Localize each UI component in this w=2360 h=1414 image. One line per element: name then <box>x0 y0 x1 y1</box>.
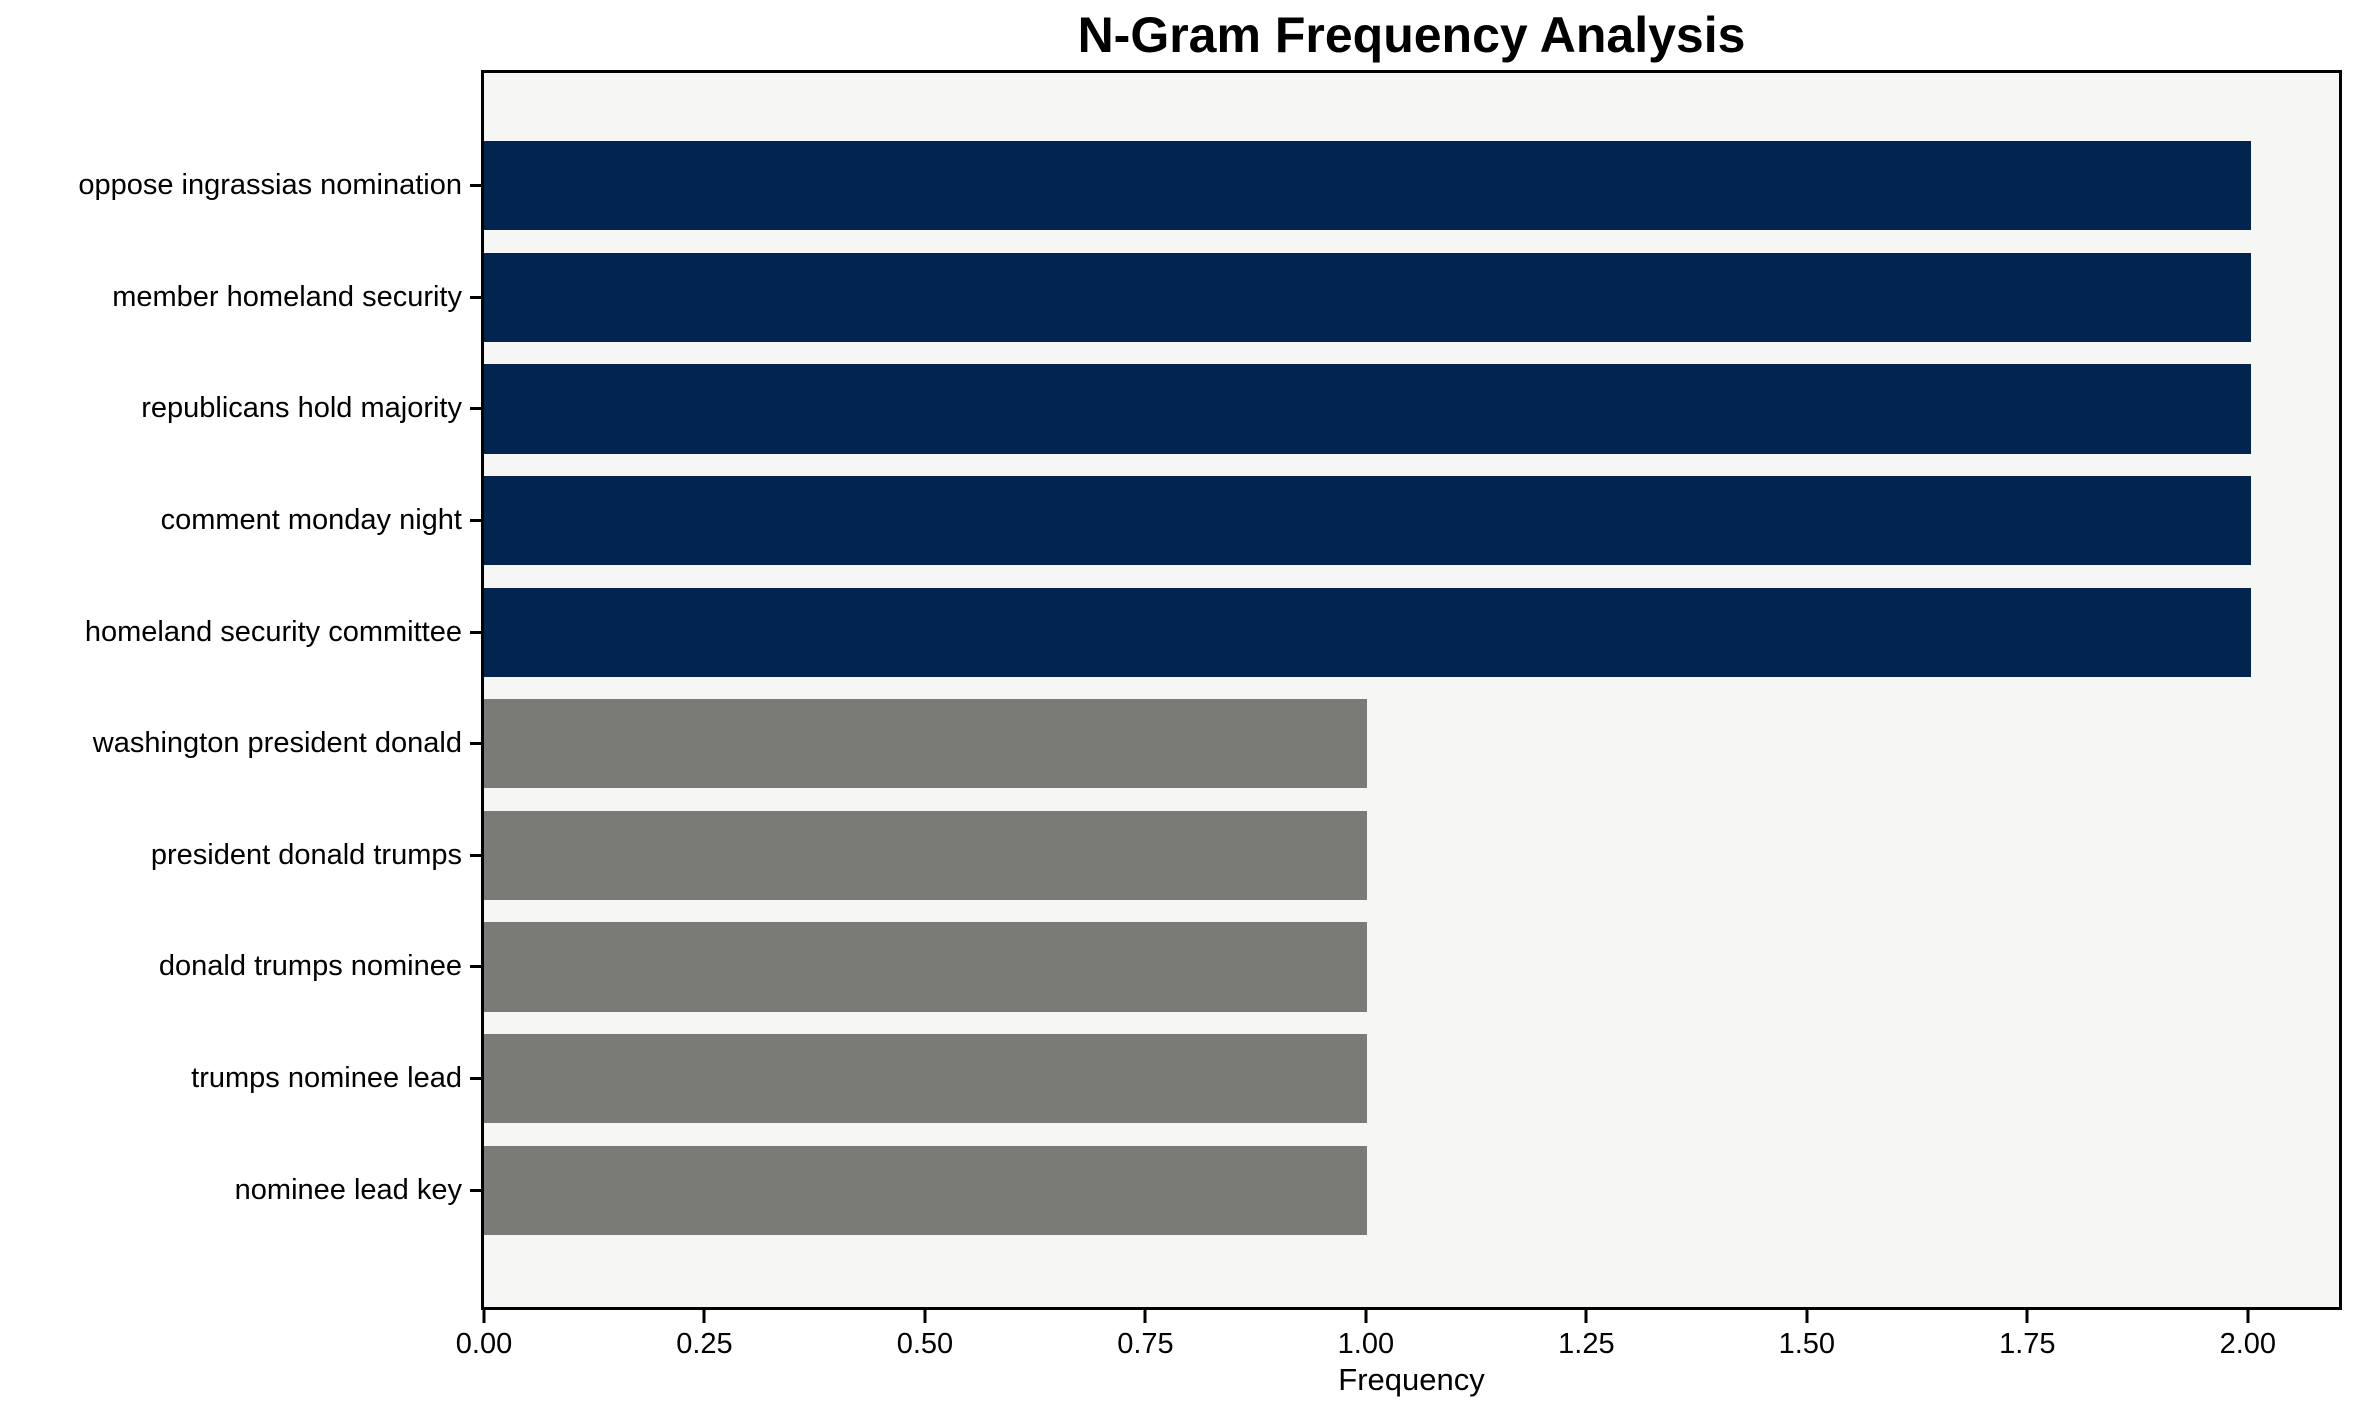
x-tick-mark <box>482 1310 486 1323</box>
x-tick-mark <box>1805 1310 1809 1323</box>
x-axis-ticks: 0.00 0.25 0.50 0.75 1.00 1.25 1.50 1.75 2.00 <box>456 1310 2336 1370</box>
y-label-row: donald trumps nominee <box>0 911 481 1023</box>
y-tick-mark <box>470 519 481 523</box>
bar-row <box>484 911 2339 1023</box>
y-label-row: oppose ingrassias nomination <box>0 130 481 242</box>
y-tick-label: oppose ingrassias nomination <box>78 169 462 202</box>
y-tick-mark <box>470 965 481 969</box>
y-tick-mark <box>470 1188 481 1192</box>
y-tick-label: donald trumps nominee <box>158 950 462 983</box>
y-tick-label: homeland security committee <box>84 615 462 648</box>
bar <box>484 475 2251 566</box>
y-label-row: nominee lead key <box>0 1134 481 1246</box>
x-tick-label: 0.25 <box>676 1328 733 1360</box>
bar-row <box>484 353 2339 465</box>
chart-title: N-Gram Frequency Analysis <box>1077 7 1746 63</box>
bar-row <box>484 576 2339 688</box>
bar <box>484 141 2251 231</box>
y-axis-labels: oppose ingrassias nomination member homel… <box>0 73 481 1307</box>
bar <box>484 587 2251 677</box>
bar <box>484 364 2251 454</box>
x-tick-label: 1.25 <box>1558 1328 1615 1360</box>
y-tick-mark <box>470 630 481 634</box>
y-tick-label: trumps nominee lead <box>191 1062 462 1095</box>
bar <box>484 810 1368 900</box>
x-tick-mark <box>923 1310 927 1323</box>
y-tick-label: president donald trumps <box>150 838 462 871</box>
bar-row <box>484 130 2339 242</box>
y-tick-label: member homeland security <box>112 280 462 313</box>
x-tick-label: 0.50 <box>896 1328 954 1360</box>
x-tick-mark <box>1143 1310 1147 1323</box>
x-tick-label: 1.50 <box>1778 1328 1836 1360</box>
y-label-row: member homeland security <box>0 242 481 354</box>
bar <box>484 252 2251 343</box>
x-tick-mark <box>1364 1310 1368 1323</box>
bar <box>484 922 1368 1012</box>
bar <box>484 1145 1368 1235</box>
x-tick-label: 2.00 <box>2219 1328 2277 1360</box>
y-tick-label: republicans hold majority <box>141 392 462 425</box>
y-label-row: homeland security committee <box>0 576 481 688</box>
y-tick-mark <box>470 742 481 746</box>
x-tick-mark <box>1584 1310 1588 1323</box>
x-axis-label: Frequency <box>1338 1362 1485 1397</box>
y-tick-mark <box>470 1077 481 1081</box>
bar <box>484 1033 1368 1124</box>
x-tick-mark <box>2246 1310 2250 1323</box>
bar <box>484 699 1368 789</box>
y-label-row: republicans hold majority <box>0 353 481 465</box>
x-tick-label: 0.75 <box>1117 1328 1174 1360</box>
bar-row <box>484 242 2339 354</box>
y-tick-mark <box>470 295 481 299</box>
bar-row <box>484 1023 2339 1135</box>
y-tick-mark <box>470 184 481 188</box>
x-tick-label: 1.75 <box>1999 1328 2056 1360</box>
y-label-row: president donald trumps <box>0 800 481 912</box>
x-tick-label: 0.00 <box>455 1328 513 1360</box>
bars-container <box>484 73 2339 1307</box>
bar-row <box>484 1134 2339 1246</box>
x-tick-mark <box>2025 1310 2029 1323</box>
y-tick-mark <box>470 407 481 411</box>
y-tick-mark <box>470 853 481 857</box>
y-label-row: trumps nominee lead <box>0 1023 481 1135</box>
bar-row <box>484 465 2339 577</box>
plot-area <box>481 70 2342 1310</box>
y-tick-label: nominee lead key <box>234 1173 462 1206</box>
y-tick-label: comment monday night <box>160 504 462 537</box>
bar-row <box>484 688 2339 800</box>
y-tick-label: washington president donald <box>92 727 462 760</box>
y-label-row: comment monday night <box>0 465 481 577</box>
y-label-row: washington president donald <box>0 688 481 800</box>
bar-row <box>484 800 2339 912</box>
x-tick-mark <box>702 1310 706 1323</box>
x-tick-label: 1.00 <box>1337 1328 1395 1360</box>
